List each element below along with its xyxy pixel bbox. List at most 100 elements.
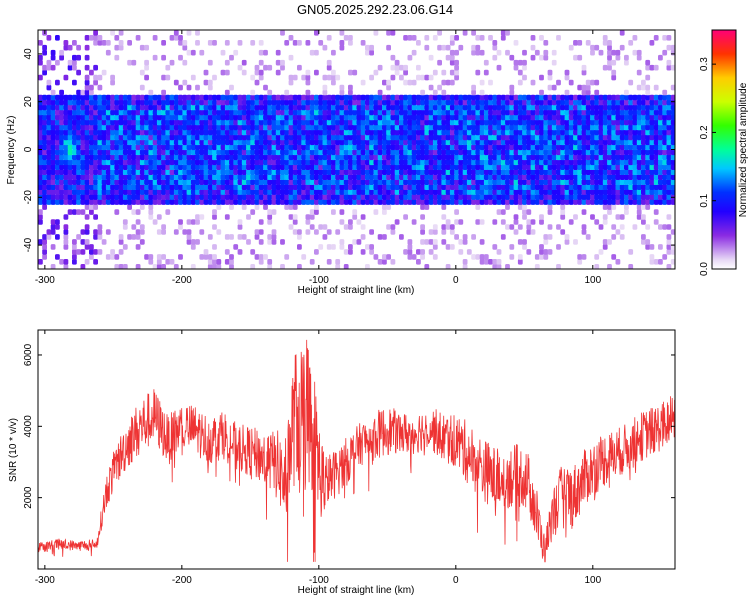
spectrogram-cell [462, 234, 468, 240]
spectrogram-cell [67, 144, 73, 151]
spectrogram-cell [127, 199, 132, 205]
x-tick-label: 100 [584, 275, 601, 286]
spectrogram-cell [284, 174, 290, 180]
spectrogram-cell [101, 94, 107, 101]
spectrogram-cell [466, 159, 472, 166]
spectrogram-cell [250, 109, 256, 116]
spectrogram-cell [377, 259, 383, 265]
spectrogram-cell [173, 104, 179, 111]
spectrogram-cell [318, 169, 324, 175]
spectrogram-cell [619, 199, 625, 205]
spectrogram-cell [199, 169, 205, 175]
spectrogram-cell [93, 179, 98, 185]
spectrogram-cell [360, 189, 366, 195]
spectrogram-cell [182, 154, 188, 161]
spectrogram-cell [267, 154, 273, 161]
spectrogram-cell [377, 124, 383, 131]
spectrogram-cell [573, 154, 578, 161]
spectrogram-cell [297, 119, 302, 126]
spectrogram-cell [216, 124, 222, 131]
spectrogram-cell [517, 104, 523, 111]
spectrogram-cell [615, 109, 621, 116]
spectrogram-cell [445, 159, 451, 166]
spectrogram-cell [607, 59, 612, 66]
spectrogram-cell [343, 159, 349, 166]
spectrogram-cell [326, 189, 332, 195]
spectrogram-cell [662, 184, 668, 190]
spectrogram-cell [441, 114, 447, 121]
spectrogram-cell [105, 124, 111, 131]
spectrogram-cell [309, 159, 315, 166]
spectrogram-cell [250, 124, 256, 131]
spectrogram-cell [127, 164, 132, 170]
spectrogram-cell [348, 84, 353, 91]
spectrogram-cell [42, 244, 47, 250]
spectrogram-cell [161, 179, 166, 185]
spectrogram-cell [178, 40, 183, 46]
spectrogram-cell [636, 174, 642, 180]
spectrogram-cell [466, 249, 472, 255]
spectrogram-cell [246, 119, 251, 126]
spectrogram-cell [658, 164, 663, 170]
spectrogram-cell [331, 134, 336, 141]
spectrogram-cell [93, 109, 98, 116]
spectrogram-cell [632, 159, 638, 166]
spectrogram-cell [63, 194, 69, 200]
spectrogram-cell [84, 54, 90, 61]
spectrogram-cell [564, 69, 570, 76]
spectrogram-cell [38, 154, 43, 161]
spectrogram-cell [373, 169, 379, 175]
spectrogram-cell [42, 249, 47, 255]
spectrogram-cell [63, 234, 69, 240]
spectrogram-cell [360, 169, 366, 175]
spectrogram-cell [301, 124, 307, 131]
spectrogram-cell [152, 154, 158, 161]
spectrogram-cell [458, 99, 464, 106]
spectrogram-cell [658, 119, 663, 126]
spectrogram-cell [326, 199, 332, 205]
spectrogram-cell [288, 35, 294, 41]
spectrogram-cell [547, 179, 553, 185]
spectrogram-cell [437, 149, 442, 156]
spectrogram-cell [314, 69, 319, 76]
spectrogram-cell [581, 99, 587, 106]
spectrogram-cell [301, 114, 307, 121]
spectrogram-cell [156, 144, 162, 151]
spectrogram-cell [411, 254, 417, 260]
spectrogram-cell [458, 134, 464, 141]
spectrogram-cell [607, 189, 612, 195]
spectrogram-cell [59, 134, 64, 141]
spectrogram-cell [624, 204, 629, 210]
spectrogram-cell [84, 199, 90, 205]
spectrogram-cell [641, 184, 646, 190]
spectrogram-cell [513, 114, 519, 121]
spectrogram-cell [560, 129, 566, 136]
spectrogram-cell [581, 189, 587, 195]
spectrogram-cell [356, 134, 362, 141]
spectrogram-cell [373, 199, 379, 205]
spectrogram-cell [105, 189, 111, 195]
spectrogram-cell [343, 184, 349, 190]
spectrogram-cell [492, 164, 498, 170]
spectrogram-cell [607, 264, 612, 269]
spectrogram-cell [314, 199, 319, 205]
spectrogram-cell [653, 124, 659, 131]
spectrogram-cell [479, 254, 485, 260]
spectrogram-cell [275, 174, 281, 180]
spectrogram-cell [63, 149, 69, 156]
spectrogram-cell [297, 194, 302, 200]
snr-frame [37, 329, 676, 570]
spectrogram-cell [297, 124, 302, 131]
spectrogram-cell [237, 189, 243, 195]
spectrogram-cell [59, 139, 64, 146]
spectrogram-cell [666, 119, 672, 126]
spectrogram-cell [207, 99, 213, 106]
spectrogram-cell [89, 129, 94, 136]
spectrogram-cell [233, 164, 239, 170]
spectrogram-cell [534, 109, 540, 116]
spectrogram-cell [390, 114, 396, 121]
spectrogram-cell [186, 179, 192, 185]
spectrogram-cell [118, 174, 124, 180]
spectrogram-cell [356, 219, 362, 225]
spectrogram-cell [144, 44, 149, 51]
